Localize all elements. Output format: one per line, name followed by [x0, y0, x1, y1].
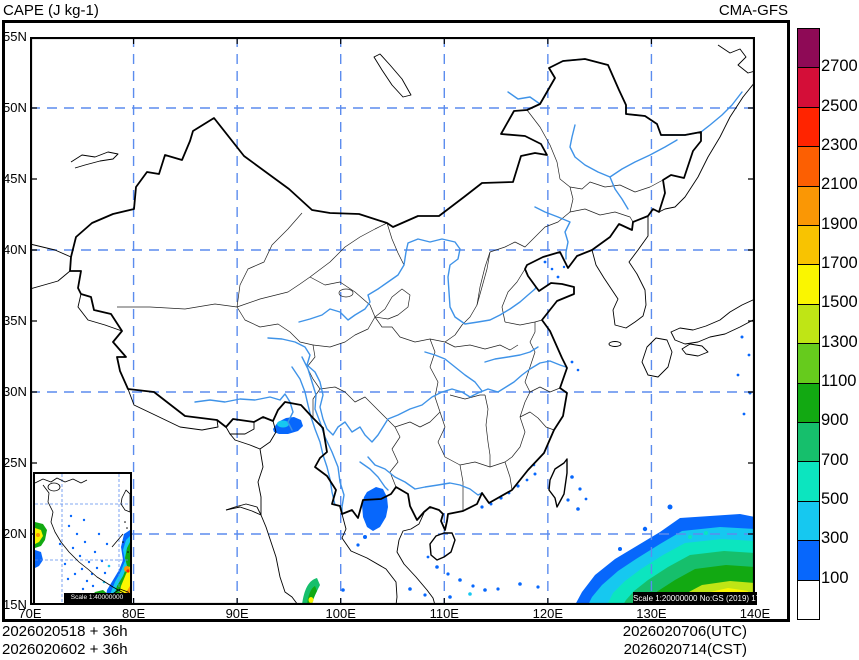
- colorbar-tick-label: 1500: [821, 293, 858, 312]
- colorbar-tick-label: 2500: [821, 96, 858, 115]
- lon-tick-label: 110E: [429, 606, 459, 621]
- colorbar-cell: [798, 265, 819, 305]
- colorbar-cell: [798, 383, 819, 424]
- run-time-utc: 2026020518 + 36h: [2, 623, 128, 640]
- lon-tick-label: 100E: [325, 606, 356, 621]
- valid-time-utc: 2026020706(UTC): [622, 623, 747, 640]
- colorbar-cell: [798, 147, 819, 187]
- colorbar-cell: [798, 462, 819, 502]
- run-time-block: 2026020518 + 36h 2026020602 + 36h: [2, 623, 128, 659]
- model-label: CMA-GFS: [718, 2, 788, 19]
- lat-tick-label: 40N: [3, 242, 27, 257]
- colorbar-tick-label: 300: [821, 529, 849, 548]
- colorbar-tick-label: 1700: [821, 253, 858, 272]
- lon-tick-label: 90E: [225, 606, 249, 621]
- lat-tick-label: 50N: [3, 100, 27, 115]
- cape-region-southeast: [575, 504, 755, 605]
- lat-tick-label: 30N: [3, 384, 27, 399]
- province-boundaries: [117, 109, 664, 511]
- lat-tick-label: 55N: [3, 29, 27, 44]
- lon-tick-label: 120E: [532, 606, 564, 621]
- colorbar-cell: [798, 68, 819, 108]
- lon-tick-label: 80E: [121, 606, 146, 621]
- colorbar: [797, 28, 820, 620]
- lat-tick-label: 45N: [3, 171, 27, 186]
- colorbar-cell: [798, 541, 819, 581]
- lat-tick-label: 25N: [3, 455, 27, 470]
- colorbar-cell: [798, 186, 819, 227]
- china-map: [30, 37, 755, 605]
- colorbar-tick-label: 2100: [821, 175, 858, 194]
- colorbar-cell: [798, 423, 819, 463]
- colorbar-cell: [798, 501, 819, 542]
- colorbar-tick-label: 500: [821, 489, 849, 508]
- lon-tick-label: 130E: [636, 606, 667, 621]
- lon-tick-label: 140E: [739, 606, 771, 621]
- colorbar-cell: [798, 107, 819, 148]
- colorbar-tick-label: 1900: [821, 214, 858, 233]
- lat-tick-label: 15N: [3, 597, 27, 612]
- inset-scale-label: Scale 1:40000000: [64, 593, 130, 603]
- colorbar-cell: [798, 304, 819, 345]
- colorbar-cell: [798, 580, 819, 620]
- graticule: [30, 37, 755, 605]
- cape-region-himalaya: [273, 417, 303, 434]
- national-border: [69, 58, 702, 561]
- lat-tick-label: 20N: [3, 526, 27, 541]
- valid-time-block: 2026020706(UTC) 2026020714(CST): [500, 623, 747, 659]
- colorbar-tick-label: 700: [821, 450, 849, 469]
- colorbar-tick-label: 2300: [821, 135, 858, 154]
- outer-frame: [2, 20, 790, 622]
- south-china-sea-inset: Scale 1:40000000: [33, 472, 132, 605]
- run-time-cst: 2026020602 + 36h: [2, 641, 128, 658]
- inset-cape-patches: [35, 514, 130, 603]
- colorbar-cell: [798, 344, 819, 384]
- lat-tick-label: 35N: [3, 313, 27, 328]
- map-scale-label: Scale 1:20000000 No:GS (2019) 1786: [633, 592, 770, 605]
- colorbar-tick-label: 1300: [821, 332, 858, 351]
- lon-tick-label: 70E: [18, 606, 42, 621]
- valid-time-cst: 2026020714(CST): [623, 641, 747, 658]
- colorbar-tick-label: 1100: [821, 371, 857, 390]
- inset-graticule: [35, 474, 130, 603]
- colorbar-cell: [798, 29, 819, 69]
- colorbar-tick-label: 2700: [821, 57, 858, 76]
- cape-speckles: [341, 260, 752, 599]
- foreign-coastlines: [30, 44, 755, 605]
- map-frame: [30, 37, 755, 605]
- colorbar-tick-label: 100: [821, 568, 849, 587]
- colorbar-tick-label: 900: [821, 411, 849, 430]
- page-title: CAPE (J kg-1): [3, 2, 99, 19]
- cape-region-andaman-sliver: [302, 578, 320, 605]
- colorbar-cell: [798, 226, 819, 266]
